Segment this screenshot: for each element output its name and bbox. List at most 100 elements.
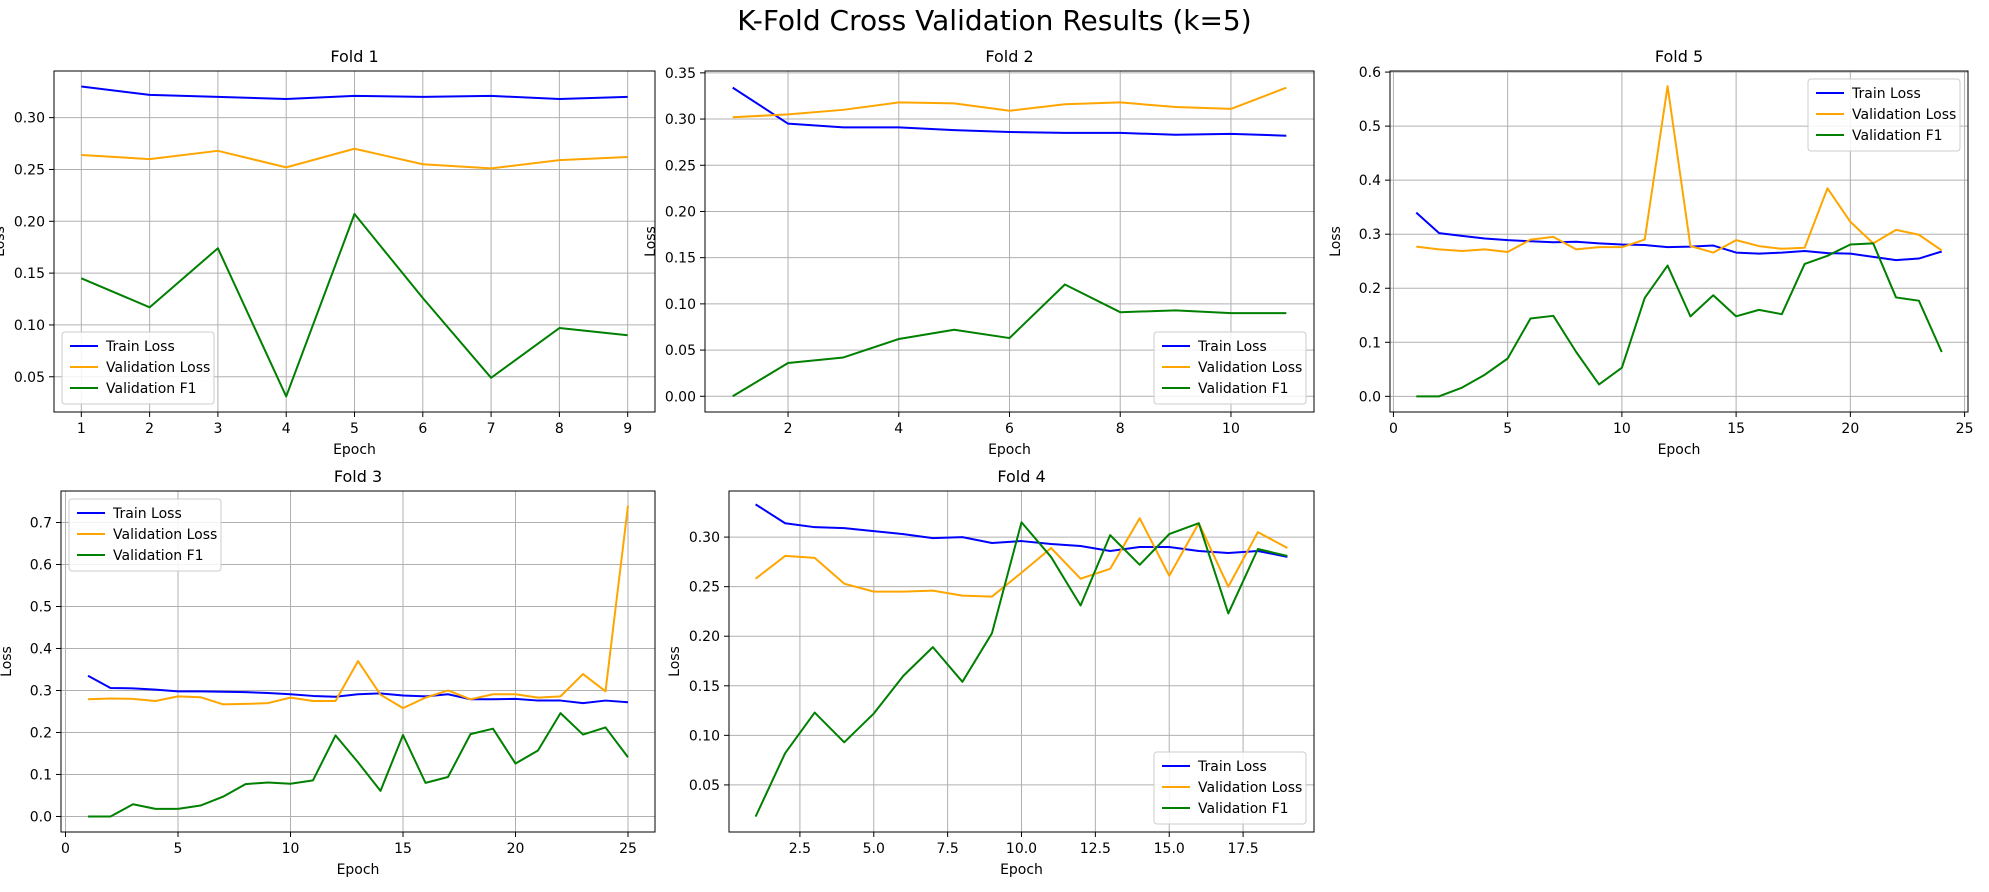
x-tick-label: 2 bbox=[145, 421, 154, 437]
panel-title: Fold 5 bbox=[1655, 47, 1703, 66]
y-tick-label: 0.6 bbox=[30, 557, 52, 573]
x-tick-label: 15 bbox=[394, 841, 412, 857]
y-tick-label: 0.35 bbox=[665, 66, 696, 82]
panel-title: Fold 3 bbox=[334, 467, 382, 486]
y-axis-label: Loss bbox=[667, 646, 683, 677]
y-tick-label: 0.20 bbox=[689, 629, 720, 645]
y-tick-label: 0.00 bbox=[665, 389, 696, 405]
legend-box bbox=[1807, 78, 1961, 152]
y-tick-label: 0.0 bbox=[30, 809, 52, 825]
x-axis-label: Epoch bbox=[337, 862, 380, 878]
y-tick-label: 0.4 bbox=[1359, 173, 1381, 189]
x-tick-label: 5 bbox=[1503, 421, 1512, 437]
legend-label-validation-loss: Validation Loss bbox=[1198, 780, 1302, 796]
y-tick-label: 0.05 bbox=[14, 370, 45, 386]
x-tick-label: 3 bbox=[213, 421, 222, 437]
y-tick-label: 0.5 bbox=[1359, 119, 1381, 135]
x-axis-label: Epoch bbox=[988, 442, 1031, 458]
figure-title: K-Fold Cross Validation Results (k=5) bbox=[737, 4, 1252, 37]
legend-label-validation-loss: Validation Loss bbox=[1852, 107, 1956, 123]
x-tick-label: 2.5 bbox=[789, 841, 811, 857]
y-axis-label: Loss bbox=[1328, 226, 1344, 257]
legend-label-validation-loss: Validation Loss bbox=[1198, 360, 1302, 376]
legend-label-train-loss: Train Loss bbox=[105, 339, 175, 355]
x-tick-label: 6 bbox=[418, 421, 427, 437]
y-tick-label: 0.25 bbox=[689, 580, 720, 596]
panel-title: Fold 1 bbox=[330, 47, 378, 66]
legend-label-validation-f1: Validation F1 bbox=[113, 548, 204, 564]
legend-box bbox=[61, 331, 215, 405]
x-axis-label: Epoch bbox=[1658, 442, 1701, 458]
y-tick-label: 0.30 bbox=[14, 111, 45, 127]
x-tick-label: 10 bbox=[282, 841, 300, 857]
x-tick-label: 8 bbox=[1116, 421, 1125, 437]
series-line-train-loss bbox=[755, 503, 1288, 558]
x-tick-label: 12.5 bbox=[1080, 841, 1111, 857]
x-tick-label: 8 bbox=[555, 421, 564, 437]
y-tick-label: 0.10 bbox=[689, 728, 720, 744]
y-tick-label: 0.5 bbox=[30, 599, 52, 615]
y-tick-label: 0.15 bbox=[665, 251, 696, 267]
x-tick-label: 1 bbox=[77, 421, 86, 437]
y-tick-label: 0.0 bbox=[1359, 389, 1381, 405]
y-tick-label: 0.05 bbox=[689, 778, 720, 794]
fold-2-chart: 2 4 6 8 10 0.00 0.05 0.10 0.15 0.20 0.25 0.30 0.35 Fo… bbox=[643, 47, 1315, 458]
x-tick-label: 4 bbox=[282, 421, 291, 437]
y-tick-label: 0.1 bbox=[30, 767, 52, 783]
y-tick-label: 0.10 bbox=[14, 318, 45, 334]
x-tick-label: 7.5 bbox=[937, 841, 959, 857]
x-tick-label: 0 bbox=[61, 841, 70, 857]
y-tick-label: 0.25 bbox=[665, 158, 696, 174]
legend: Train Loss Validation Loss Validation F1 bbox=[1153, 331, 1307, 405]
legend-label-validation-f1: Validation F1 bbox=[1198, 801, 1289, 817]
y-tick-label: 0.05 bbox=[665, 343, 696, 359]
x-tick-label: 25 bbox=[619, 841, 637, 857]
x-tick-label: 5.0 bbox=[863, 841, 885, 857]
x-tick-label: 2 bbox=[784, 421, 793, 437]
legend-label-validation-loss: Validation Loss bbox=[106, 360, 210, 376]
y-tick-label: 0.20 bbox=[14, 214, 45, 230]
y-tick-label: 0.2 bbox=[1359, 281, 1381, 297]
x-tick-label: 6 bbox=[1005, 421, 1014, 437]
x-tick-label: 0 bbox=[1389, 421, 1398, 437]
legend-label-train-loss: Train Loss bbox=[112, 506, 182, 522]
fold-1-chart: 1 2 3 4 5 6 7 8 9 0.05 0.10 0.15 0.20 0.25 0.30 Fold 1 E… bbox=[0, 47, 656, 458]
fold-5-chart: 0 5 10 15 20 25 0.0 0.1 0.2 0.3 0.4 0.5 0.6 Fold 5 Epo… bbox=[1328, 47, 1973, 458]
y-tick-label: 0.7 bbox=[30, 515, 52, 531]
x-tick-label: 17.5 bbox=[1228, 841, 1259, 857]
y-tick-label: 0.30 bbox=[665, 112, 696, 128]
series-line-train-loss bbox=[732, 86, 1287, 137]
fold-3-chart: 0 5 10 15 20 25 0.0 0.1 0.2 0.3 0.4 0.5 0.6 0.7 Fold 3… bbox=[0, 467, 656, 878]
legend-label-train-loss: Train Loss bbox=[1197, 759, 1267, 775]
x-tick-label: 10 bbox=[1222, 421, 1240, 437]
panel-title: Fold 4 bbox=[997, 467, 1045, 486]
y-tick-label: 0.20 bbox=[665, 204, 696, 220]
y-tick-label: 0.10 bbox=[665, 297, 696, 313]
legend-label-train-loss: Train Loss bbox=[1197, 339, 1267, 355]
y-tick-label: 0.30 bbox=[689, 530, 720, 546]
series-line-validation-f1 bbox=[1416, 242, 1943, 398]
legend-box bbox=[1153, 751, 1307, 825]
fold-4-chart: 2.5 5.0 7.5 10.0 12.5 15.0 17.5 0.05 0.10 0.15 0.2… bbox=[667, 467, 1315, 878]
x-tick-label: 5 bbox=[174, 841, 183, 857]
series-line-validation-loss bbox=[87, 505, 629, 710]
legend-label-validation-f1: Validation F1 bbox=[1852, 128, 1943, 144]
y-tick-label: 0.4 bbox=[30, 641, 52, 657]
x-tick-label: 7 bbox=[487, 421, 496, 437]
legend-box bbox=[1153, 331, 1307, 405]
series-line-validation-f1 bbox=[754, 521, 1288, 818]
series-line-train-loss bbox=[81, 85, 628, 100]
legend-label-validation-loss: Validation Loss bbox=[113, 527, 217, 543]
y-axis-label: Loss bbox=[643, 226, 659, 257]
y-tick-label: 0.3 bbox=[30, 683, 52, 699]
y-tick-label: 0.15 bbox=[14, 266, 45, 282]
x-axis-label: Epoch bbox=[1000, 862, 1043, 878]
x-tick-label: 4 bbox=[894, 421, 903, 437]
series-line-validation-f1 bbox=[732, 283, 1287, 398]
x-tick-label: 15.0 bbox=[1154, 841, 1185, 857]
plot-frame bbox=[1389, 70, 1969, 413]
y-tick-label: 0.25 bbox=[14, 162, 45, 178]
series-line-validation-loss bbox=[732, 86, 1287, 119]
legend-label-validation-f1: Validation F1 bbox=[106, 381, 197, 397]
legend: Train Loss Validation Loss Validation F1 bbox=[61, 331, 215, 405]
